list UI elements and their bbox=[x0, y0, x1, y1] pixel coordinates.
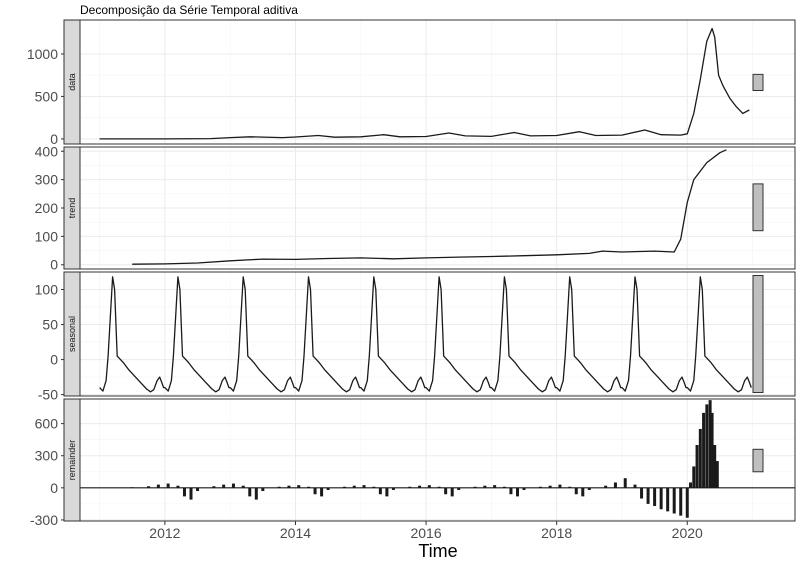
y-tick-label: -50 bbox=[38, 387, 58, 403]
panel-remainder: -300 0 300 600 remainder bbox=[30, 398, 796, 528]
x-tick-label: 2012 bbox=[149, 525, 180, 541]
y-tick-label: 1000 bbox=[27, 46, 58, 62]
panel-background bbox=[80, 399, 795, 521]
chart-title: Decomposição da Série Temporal aditiva bbox=[80, 3, 298, 17]
series-line-trend bbox=[132, 149, 727, 265]
y-tick-label: 0 bbox=[50, 352, 58, 368]
y-tick-label: 300 bbox=[35, 448, 59, 464]
y-tick-label: 100 bbox=[35, 282, 59, 298]
y-tick-label: -300 bbox=[30, 512, 58, 528]
panel-seasonal: -50 0 50 100 seasonal bbox=[35, 271, 796, 403]
x-tick-label: 2018 bbox=[541, 525, 572, 541]
panel-border bbox=[79, 146, 796, 270]
x-axis-ticks: 2012 2014 2016 2018 2020 bbox=[149, 521, 703, 541]
panel-trend: 0 100 200 300 400 trend bbox=[35, 143, 796, 273]
y-tick-label: 0 bbox=[50, 257, 58, 273]
y-tick-label: 0 bbox=[50, 131, 58, 147]
panel-background bbox=[80, 20, 795, 144]
range-bar bbox=[752, 448, 764, 473]
range-bar bbox=[752, 183, 764, 232]
panel-border bbox=[79, 19, 796, 145]
y-tick-label: 500 bbox=[35, 88, 59, 104]
panel-strip-label: data bbox=[67, 73, 77, 91]
range-bar bbox=[752, 275, 764, 393]
panel-strip-label: seasonal bbox=[67, 316, 77, 352]
y-tick-label: 100 bbox=[35, 228, 59, 244]
y-tick-label: 400 bbox=[35, 143, 59, 159]
panel-strip-label: trend bbox=[67, 198, 77, 219]
panel-data: 0 500 1000 data bbox=[27, 19, 796, 147]
panel-border bbox=[79, 398, 796, 522]
panels-layer: 0 500 1000 data 0 100 200 300 400 trend -50 0 50 100 s… bbox=[27, 19, 796, 528]
series-line-data bbox=[99, 27, 750, 140]
x-axis-label: Time bbox=[418, 541, 457, 561]
y-tick-label: 0 bbox=[50, 480, 58, 496]
range-bar bbox=[752, 73, 764, 91]
panel-border bbox=[79, 271, 796, 397]
x-tick-label: 2014 bbox=[280, 525, 311, 541]
y-tick-label: 300 bbox=[35, 172, 59, 188]
x-tick-label: 2016 bbox=[410, 525, 441, 541]
panel-strip-label: remainder bbox=[67, 440, 77, 481]
series-line-seasonal bbox=[99, 276, 752, 393]
y-tick-label: 200 bbox=[35, 200, 59, 216]
x-tick-label: 2020 bbox=[672, 525, 703, 541]
y-tick-label: 600 bbox=[35, 416, 59, 432]
y-tick-label: 50 bbox=[42, 317, 58, 333]
